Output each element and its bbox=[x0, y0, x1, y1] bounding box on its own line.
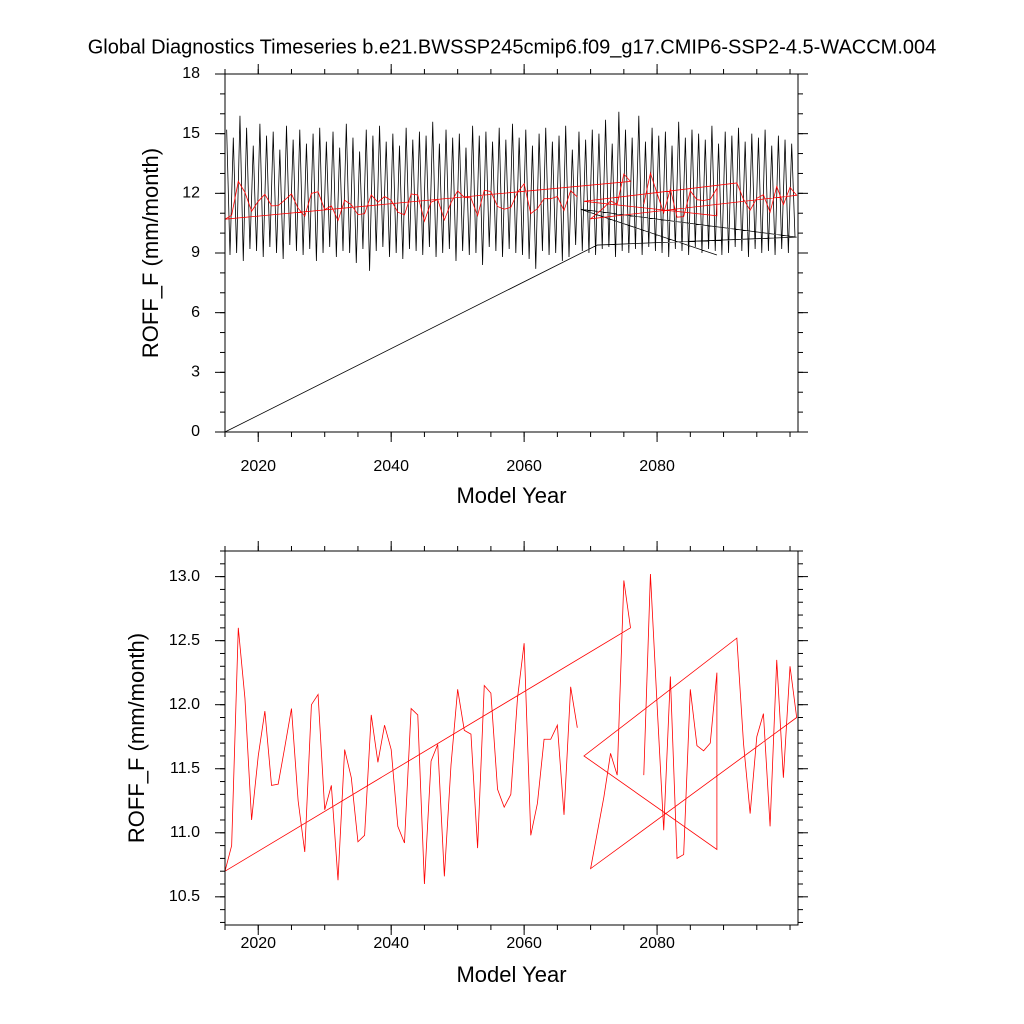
x-tick-label: 2080 bbox=[639, 458, 675, 475]
x-tick-label: 2060 bbox=[506, 935, 542, 952]
y-tick-label: 9 bbox=[191, 244, 200, 261]
x-tick-label: 2020 bbox=[240, 935, 276, 952]
x-tick-label: 2040 bbox=[373, 935, 409, 952]
x-tick-label: 2060 bbox=[506, 458, 542, 475]
y-tick-label: 12.5 bbox=[169, 632, 200, 649]
y-tick-label: 11.5 bbox=[170, 760, 200, 777]
y-tick-label: 11.0 bbox=[170, 824, 200, 841]
x-tick-label: 2020 bbox=[240, 458, 276, 475]
x-axis-label: Model Year bbox=[456, 962, 566, 987]
y-tick-label: 10.5 bbox=[169, 888, 200, 905]
x-tick-label: 2040 bbox=[373, 458, 409, 475]
data-line bbox=[225, 111, 797, 432]
x-axis-label: Model Year bbox=[456, 483, 566, 508]
y-tick-label: 6 bbox=[191, 304, 200, 321]
chart-title: Global Diagnostics Timeseries b.e21.BWSS… bbox=[88, 36, 937, 58]
y-tick-label: 13.0 bbox=[169, 568, 200, 585]
y-tick-label: 12.0 bbox=[169, 696, 200, 713]
y-axis-label: ROFF_F (mm/month) bbox=[124, 633, 149, 843]
y-tick-label: 18 bbox=[182, 65, 200, 82]
y-tick-label: 12 bbox=[182, 185, 200, 202]
x-tick-label: 2080 bbox=[639, 935, 675, 952]
y-axis-label: ROFF_F (mm/month) bbox=[138, 148, 163, 358]
y-tick-label: 15 bbox=[182, 125, 200, 142]
y-tick-label: 3 bbox=[191, 364, 200, 381]
y-tick-label: 0 bbox=[191, 423, 200, 440]
data-line bbox=[225, 171, 798, 223]
plot-frame bbox=[224, 73, 799, 433]
data-line bbox=[225, 574, 798, 885]
plot-frame bbox=[224, 550, 799, 926]
